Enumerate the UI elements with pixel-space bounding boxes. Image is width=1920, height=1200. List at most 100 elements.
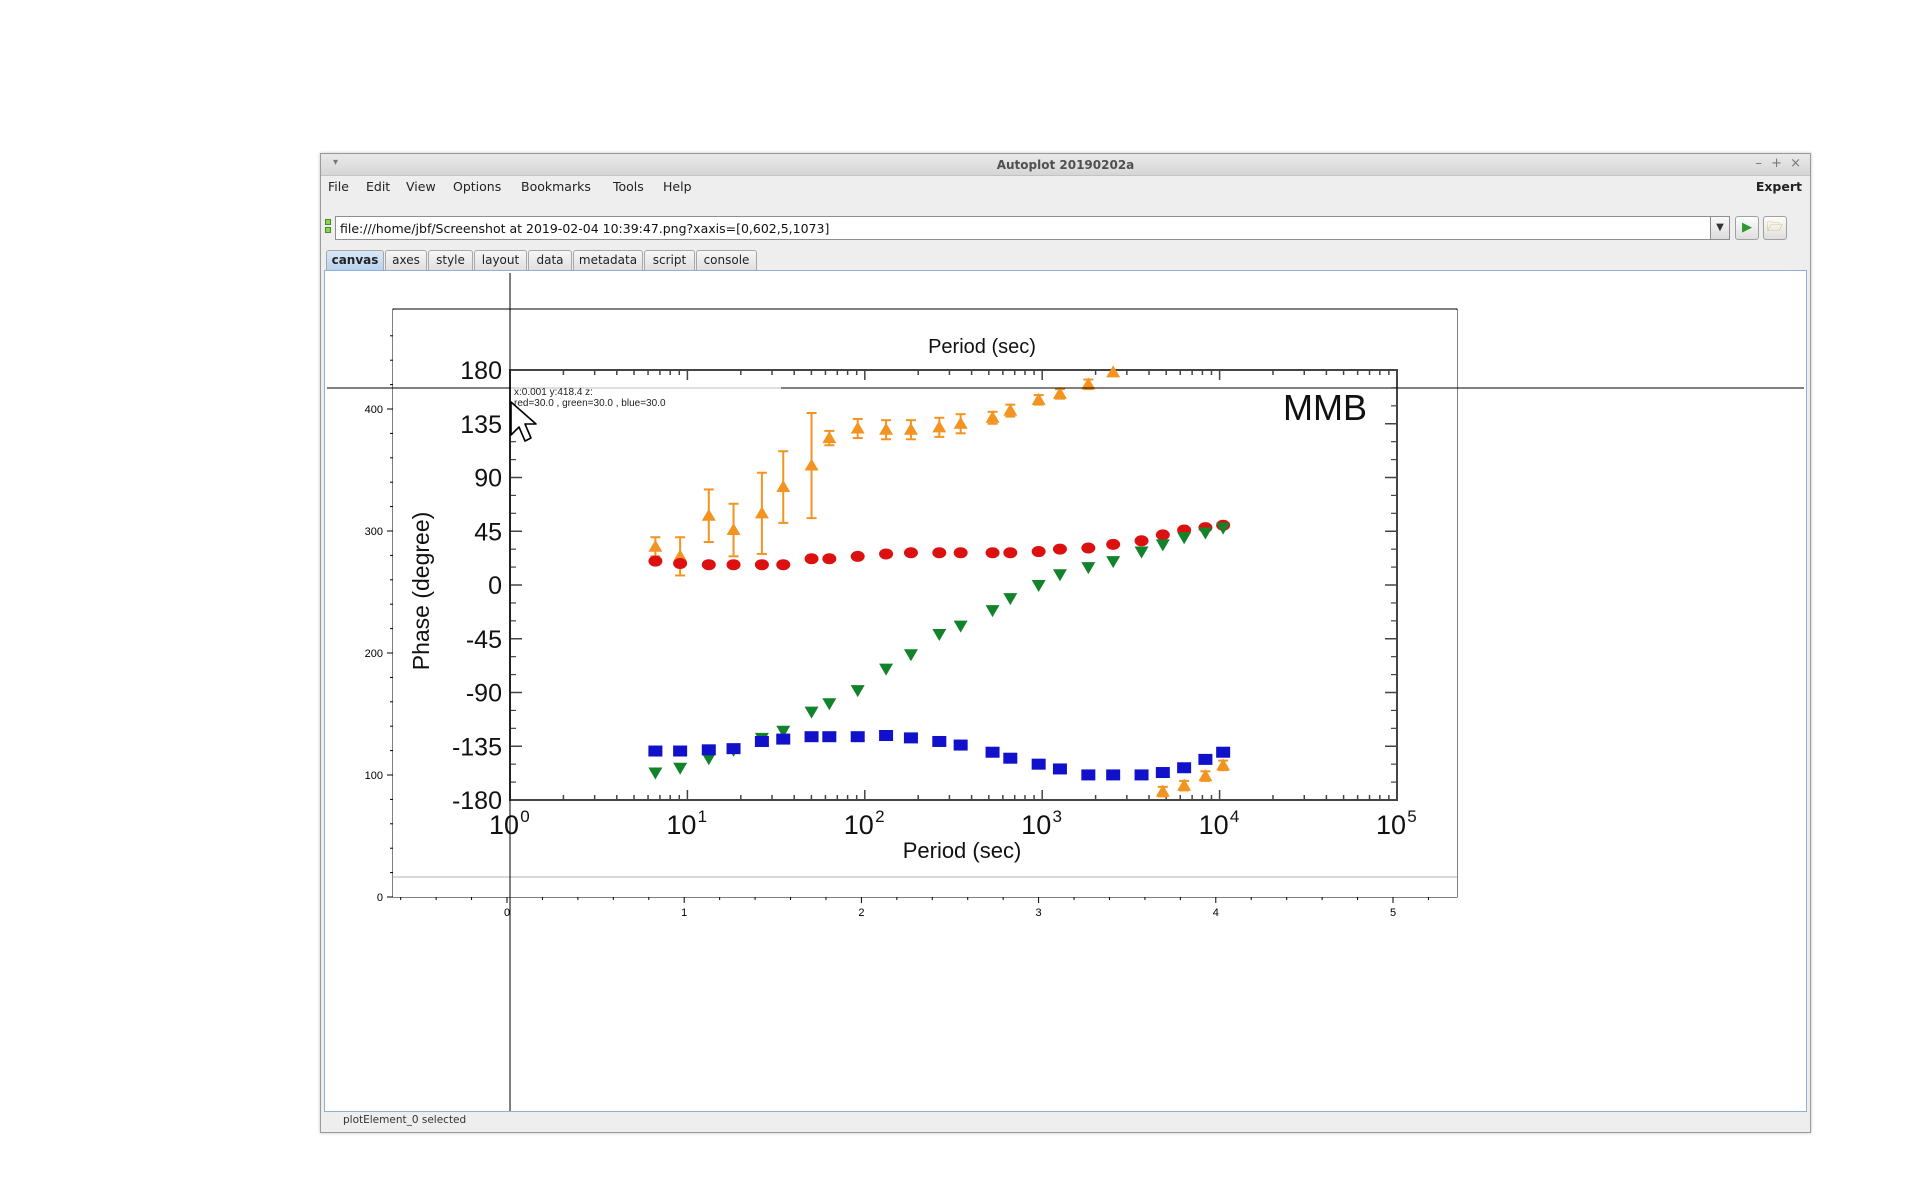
url-input[interactable]	[335, 216, 1711, 240]
data-point-circle	[1081, 542, 1096, 554]
data-point-circle	[804, 553, 819, 565]
data-point-triangle-up	[1031, 392, 1046, 405]
data-point-triangle-up	[1177, 778, 1192, 791]
data-point-triangle-up	[701, 508, 716, 521]
data-point-triangle-up	[1081, 377, 1096, 390]
data-point-square	[804, 731, 819, 743]
data-point-circle	[726, 559, 741, 571]
data-point-triangle-down	[1177, 532, 1192, 545]
drag-handle-icon[interactable]	[325, 219, 331, 235]
tab-style[interactable]: style	[428, 250, 473, 270]
data-point-square	[776, 733, 791, 745]
data-point-triangle-up	[726, 523, 741, 536]
menu-file[interactable]: File	[328, 179, 349, 194]
data-point-square	[1134, 769, 1149, 781]
image-x-tick-exponent: 2	[875, 807, 884, 826]
data-point-triangle-up	[903, 422, 918, 435]
expert-mode-label[interactable]: Expert	[1755, 179, 1802, 194]
tab-console[interactable]: console	[696, 250, 757, 270]
go-button[interactable]: ▶	[1735, 216, 1759, 240]
data-point-triangle-down	[903, 649, 918, 662]
maximize-icon[interactable]: +	[1771, 156, 1782, 171]
title-bar[interactable]: ▾ Autoplot 20190202a – + ×	[321, 154, 1810, 176]
data-point-triangle-down	[1003, 593, 1018, 606]
data-point-triangle-up	[776, 480, 791, 493]
data-point-triangle-down	[1155, 539, 1170, 552]
window-title: Autoplot 20190202a	[996, 158, 1135, 172]
image-y-tick-label: -135	[452, 733, 502, 761]
tab-data[interactable]: data	[528, 250, 572, 270]
data-point-square	[648, 745, 663, 757]
data-point-triangle-down	[648, 767, 663, 780]
image-x-tick-label: 10	[1376, 810, 1406, 840]
y-tick-label: 300	[365, 526, 383, 538]
data-point-triangle-up	[879, 422, 894, 435]
data-point-triangle-down	[1198, 527, 1213, 540]
data-point-square	[1216, 746, 1231, 758]
image-y-tick-label: 45	[474, 518, 502, 546]
data-point-circle	[822, 553, 837, 565]
image-y-tick-label: -180	[452, 787, 502, 815]
image-title: Period (sec)	[928, 336, 1036, 358]
image-x-tick-label: 10	[1199, 810, 1229, 840]
data-point-triangle-down	[879, 663, 894, 676]
folder-open-icon: 🗁	[1766, 220, 1784, 235]
data-point-circle	[1134, 535, 1149, 547]
app-window: ▾ Autoplot 20190202a – + × File Edit Vie…	[320, 153, 1811, 1133]
data-point-triangle-up	[1216, 758, 1231, 771]
menu-view[interactable]: View	[406, 179, 436, 194]
tab-axes[interactable]: axes	[385, 250, 427, 270]
url-history-button[interactable]: ▼	[1710, 216, 1730, 240]
status-bar: plotElement_0 selected	[343, 1114, 467, 1126]
menu-options[interactable]: Options	[453, 179, 502, 194]
image-y-tick-label: -45	[466, 626, 502, 654]
minimize-icon[interactable]: –	[1755, 156, 1763, 171]
coordinate-readout: x:0.001 y:418.4 z: red=30.0 , green=30.0…	[511, 386, 781, 409]
data-point-circle	[754, 559, 769, 571]
data-point-triangle-up	[1198, 769, 1213, 782]
y-tick-label: 100	[365, 770, 383, 782]
image-x-label: Period (sec)	[903, 838, 1022, 863]
menu-tools[interactable]: Tools	[613, 179, 644, 194]
image-x-tick-exponent: 4	[1230, 807, 1239, 826]
data-point-circle	[1031, 546, 1046, 558]
image-x-tick-label: 10	[844, 810, 874, 840]
data-point-square	[1052, 763, 1067, 775]
image-x-tick-label: 10	[666, 810, 696, 840]
menu-edit[interactable]: Edit	[366, 179, 391, 194]
image-y-tick-label: 135	[460, 411, 502, 439]
x-tick-label: 2	[858, 907, 864, 919]
data-point-circle	[953, 547, 968, 559]
data-point-circle	[1052, 543, 1067, 555]
image-x-tick-exponent: 1	[698, 807, 707, 826]
data-point-circle	[903, 547, 918, 559]
open-file-button[interactable]: 🗁	[1763, 216, 1787, 240]
data-point-square	[726, 743, 741, 755]
data-point-triangle-down	[985, 605, 1000, 618]
y-tick-label: 200	[365, 648, 383, 660]
data-point-square	[754, 735, 769, 747]
image-annotation: MMB	[1283, 387, 1367, 428]
data-point-circle	[1155, 529, 1170, 541]
close-icon[interactable]: ×	[1790, 156, 1801, 171]
menu-bookmarks[interactable]: Bookmarks	[521, 179, 591, 194]
tab-canvas[interactable]: canvas	[326, 250, 384, 270]
y-tick-label: 400	[365, 404, 383, 416]
data-point-triangle-up	[850, 421, 865, 434]
data-point-square	[1003, 752, 1018, 764]
window-menu-icon[interactable]: ▾	[333, 157, 339, 168]
canvas-panel[interactable]: 0 1 2 3 4 5 0 100 200 300 400 10 0 10 1 10 2 10 3 10 4 10 5 18…	[324, 270, 1807, 1112]
tab-script[interactable]: script	[644, 250, 695, 270]
data-point-circle	[673, 558, 688, 569]
data-point-circle	[879, 548, 894, 560]
data-point-triangle-up	[754, 506, 769, 519]
menu-help[interactable]: Help	[663, 179, 692, 194]
tab-metadata[interactable]: metadata	[573, 250, 643, 270]
x-tick-label: 1	[681, 907, 687, 919]
image-x-tick-label: 10	[489, 810, 519, 840]
tab-layout[interactable]: layout	[474, 250, 527, 270]
data-point-square	[1198, 753, 1213, 765]
x-tick-label: 3	[1036, 907, 1042, 919]
data-point-triangle-down	[850, 685, 865, 698]
